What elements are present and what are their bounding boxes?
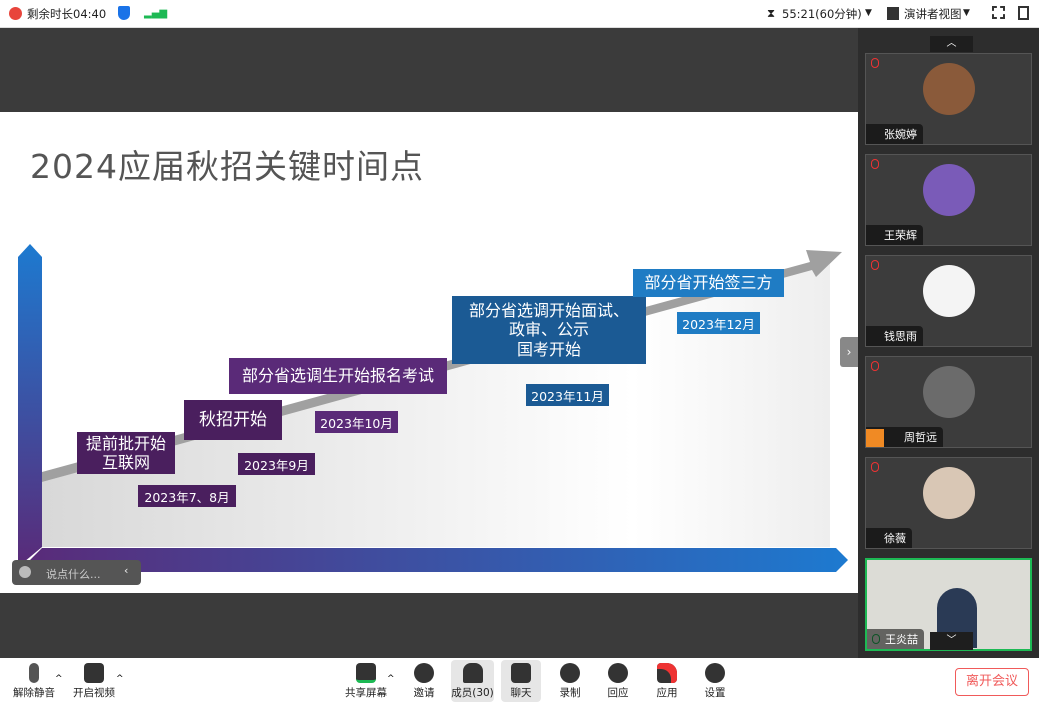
- milestone-date: 2023年7、8月: [138, 485, 236, 507]
- participant-name: 徐薇: [866, 528, 912, 548]
- unmute-button[interactable]: 解除静音: [10, 660, 58, 702]
- scroll-down-button[interactable]: ﹀: [930, 632, 973, 650]
- participant-panel: ︿ 张婉婷 王荣辉 钱思雨 周哲远 徐薇 王炎喆 ﹀: [858, 28, 1039, 658]
- participant-tile[interactable]: 周哲远: [865, 356, 1032, 448]
- participant-name: 张婉婷: [866, 124, 923, 144]
- hourglass-icon: ⧗: [767, 6, 776, 20]
- participant-name: 王荣辉: [866, 225, 923, 245]
- mic-muted-icon: [871, 58, 879, 68]
- avatar: [923, 164, 975, 216]
- milestone-date: 2023年12月: [677, 312, 760, 334]
- participant-tile[interactable]: 张婉婷: [865, 53, 1032, 145]
- record-button[interactable]: 录制: [548, 660, 592, 702]
- emoji-icon[interactable]: [19, 566, 31, 578]
- chevron-down-icon[interactable]: ▼: [865, 8, 872, 18]
- remaining-time: 剩余时长04:40: [27, 7, 107, 21]
- bottom-toolbar: 解除静音 ^ 开启视频 ^ 共享屏幕 ^ 邀请 成员(30) 聊天 录制 回应 …: [0, 658, 1039, 704]
- avatar: [923, 467, 975, 519]
- signal-icon[interactable]: ▂▄▆: [144, 8, 168, 19]
- shield-icon[interactable]: [118, 6, 130, 20]
- leave-meeting-button[interactable]: 离开会议: [955, 668, 1029, 696]
- participant-name: 王炎喆: [867, 629, 924, 649]
- vertical-axis-arrow: [18, 244, 42, 567]
- fullscreen-icon[interactable]: [992, 6, 1005, 19]
- camera-off-icon: [84, 663, 104, 683]
- record-icon: [560, 663, 580, 683]
- milestone-box: 部分省开始签三方: [633, 269, 784, 297]
- share-screen-icon: [356, 663, 376, 683]
- invite-icon: [414, 663, 434, 683]
- participant-tile[interactable]: 徐薇: [865, 457, 1032, 549]
- share-screen-button[interactable]: 共享屏幕: [342, 660, 390, 702]
- expand-panel-button[interactable]: ›: [840, 337, 858, 367]
- layout-icon: [887, 7, 899, 20]
- view-mode-button[interactable]: 演讲者视图: [904, 7, 962, 21]
- scroll-up-button[interactable]: ︿: [930, 36, 973, 52]
- participant-name: 周哲远: [866, 427, 943, 447]
- mic-muted-icon: [871, 159, 879, 169]
- avatar: [923, 265, 975, 317]
- participant-name: 钱思雨: [866, 326, 923, 346]
- invite-button[interactable]: 邀请: [402, 660, 446, 702]
- host-icon: [866, 429, 884, 447]
- avatar: [923, 63, 975, 115]
- meeting-timer[interactable]: 55:21(60分钟): [782, 7, 862, 21]
- chat-icon: [511, 663, 531, 683]
- participant-tile[interactable]: 王荣辉: [865, 154, 1032, 246]
- milestone-date: 2023年10月: [315, 411, 398, 433]
- apps-button[interactable]: 应用: [645, 660, 689, 702]
- horizontal-axis-arrow: [18, 548, 848, 572]
- slide: 2024应届秋招关键时间点 提前批开始 互联网 2023年7、8月 秋招开始 2…: [0, 112, 858, 593]
- milestone-date: 2023年11月: [526, 384, 609, 406]
- chat-placeholder: 说点什么...: [46, 568, 101, 581]
- members-icon: [462, 663, 483, 683]
- chevron-down-icon[interactable]: ▼: [963, 8, 970, 18]
- warning-icon: [9, 7, 22, 20]
- react-button[interactable]: 回应: [596, 660, 640, 702]
- top-bar: 剩余时长04:40 ▂▄▆ ⧗ 55:21(60分钟) ▼ 演讲者视图 ▼: [0, 0, 1039, 28]
- mic-muted-icon: [29, 663, 39, 683]
- milestone-box: 秋招开始: [184, 400, 282, 440]
- milestone-date: 2023年9月: [238, 453, 315, 475]
- chevron-up-icon[interactable]: ^: [387, 674, 395, 684]
- apps-icon: [657, 663, 677, 683]
- mic-muted-icon: [871, 361, 879, 371]
- gear-icon: [705, 663, 725, 683]
- chat-button[interactable]: 聊天: [501, 660, 541, 702]
- milestone-box: 部分省选调生开始报名考试: [229, 358, 447, 394]
- chevron-up-icon[interactable]: ^: [116, 674, 124, 684]
- start-video-button[interactable]: 开启视频: [70, 660, 118, 702]
- members-button[interactable]: 成员(30): [451, 660, 494, 702]
- mic-muted-icon: [871, 462, 879, 472]
- slide-title: 2024应届秋招关键时间点: [30, 147, 424, 186]
- mic-muted-icon: [871, 260, 879, 270]
- milestone-box: 提前批开始 互联网: [77, 432, 175, 474]
- settings-button[interactable]: 设置: [693, 660, 737, 702]
- avatar: [923, 366, 975, 418]
- collapse-chevron-icon[interactable]: ‹: [124, 564, 129, 577]
- milestone-box: 部分省选调开始面试、 政审、公示 国考开始: [452, 296, 646, 364]
- chat-input[interactable]: 说点什么... ‹: [12, 560, 141, 585]
- sidebar-toggle-icon[interactable]: [1018, 6, 1029, 20]
- participant-tile[interactable]: 钱思雨: [865, 255, 1032, 347]
- react-icon: [608, 663, 628, 683]
- chevron-up-icon[interactable]: ^: [55, 674, 63, 684]
